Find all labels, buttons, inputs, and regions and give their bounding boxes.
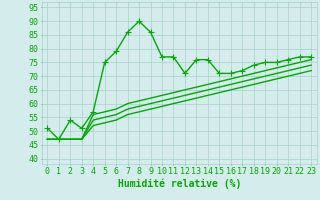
X-axis label: Humidité relative (%): Humidité relative (%) (117, 179, 241, 189)
